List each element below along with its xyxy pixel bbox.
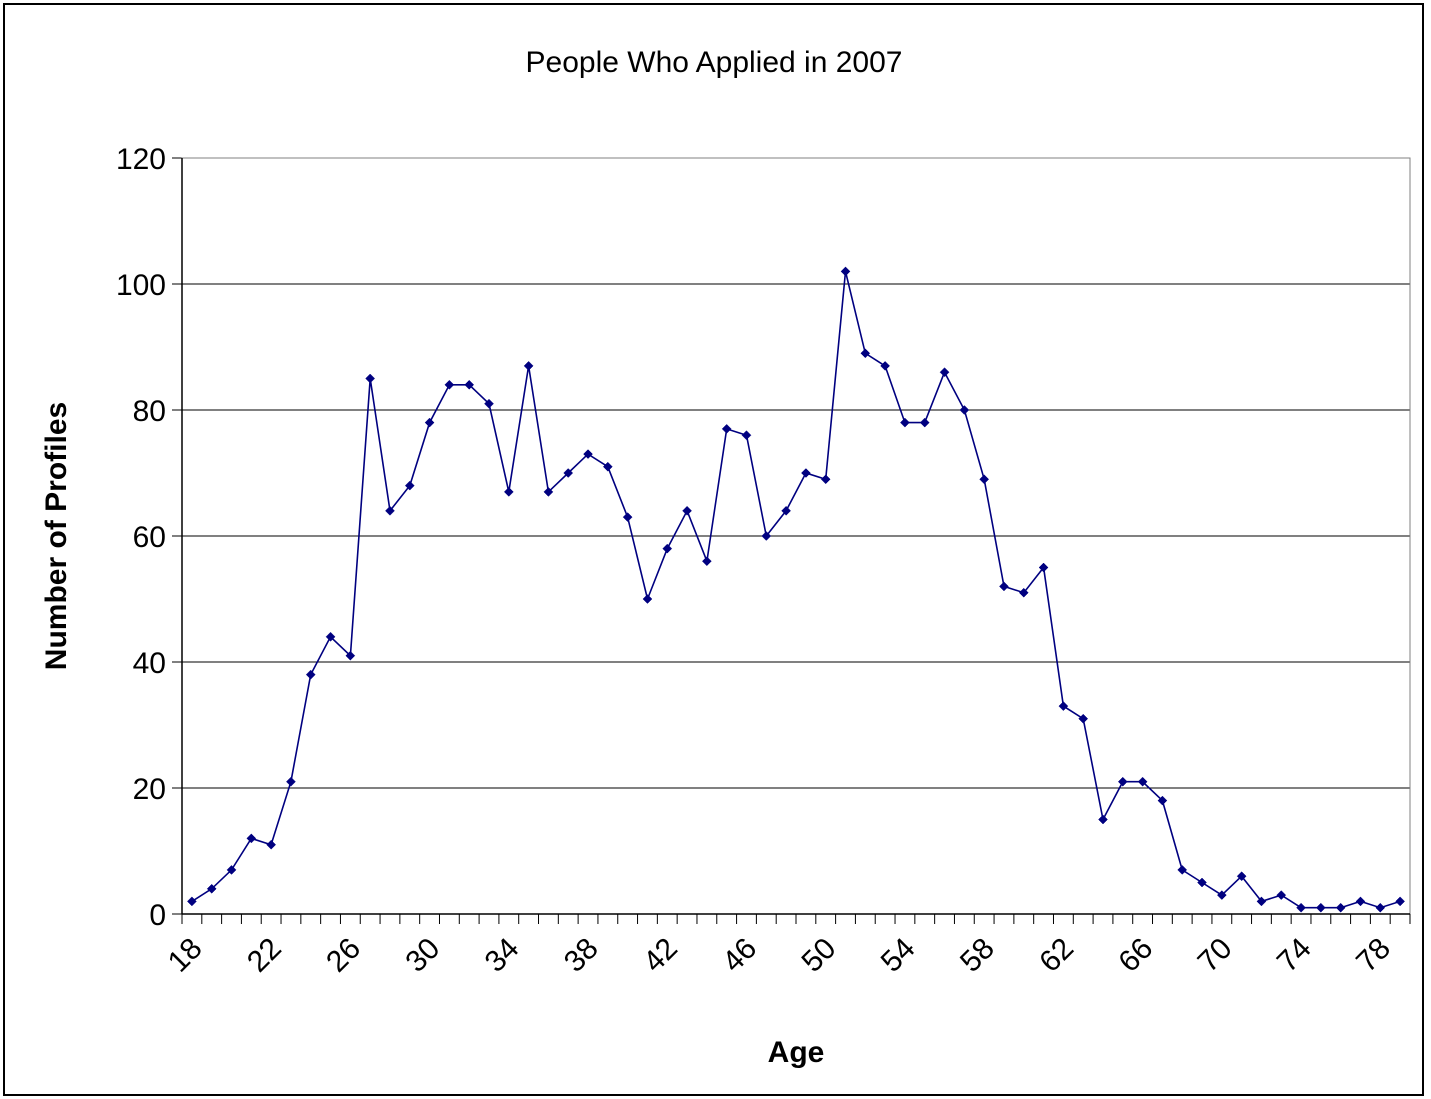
y-tick-label: 100 [116, 269, 166, 302]
data-point [1355, 896, 1366, 907]
data-point [484, 398, 494, 409]
data-point [939, 367, 950, 378]
data-point [860, 348, 871, 359]
data-point [563, 468, 574, 478]
series-layer [187, 266, 1405, 913]
data-point [919, 417, 930, 428]
y-tick-label: 60 [133, 521, 166, 554]
data-point [702, 556, 712, 567]
data-point [1375, 902, 1386, 913]
y-tick-label: 20 [133, 773, 166, 806]
data-point [880, 361, 890, 371]
data-point [1177, 865, 1188, 875]
data-point [226, 865, 237, 875]
data-point [583, 449, 593, 459]
chart-title: People Who Applied in 2007 [526, 46, 903, 79]
y-axis-label: Number of Profiles [40, 402, 73, 670]
data-point [404, 480, 415, 491]
data-point [543, 487, 554, 497]
data-point [1216, 890, 1227, 900]
data-point [345, 650, 356, 661]
data-point [266, 839, 276, 850]
data-point [820, 474, 831, 485]
data-point [622, 512, 633, 522]
data-point [741, 430, 752, 441]
data-point [1197, 877, 1207, 888]
data-point [781, 505, 791, 516]
data-point [761, 531, 772, 541]
data-point [801, 468, 811, 478]
y-tick-label: 0 [149, 899, 166, 932]
data-point [464, 379, 475, 390]
data-point [1058, 701, 1069, 711]
data-point [305, 669, 316, 680]
data-point [1137, 776, 1148, 787]
data-point [900, 417, 910, 428]
data-point [642, 594, 653, 604]
data-point [959, 405, 970, 415]
data-point [1335, 902, 1346, 913]
data-point [999, 581, 1009, 592]
data-point [682, 505, 692, 516]
data-point [1296, 902, 1306, 913]
data-point [840, 266, 851, 277]
data-point [286, 776, 296, 787]
data-point [187, 896, 197, 907]
series-line [191, 271, 1401, 909]
chart-border [3, 3, 1424, 1096]
data-point [602, 461, 613, 472]
data-point [721, 424, 732, 434]
data-point [1117, 776, 1128, 787]
data-point [1038, 562, 1049, 573]
data-point [365, 373, 376, 384]
data-point [444, 379, 455, 390]
x-axis-label: Age [768, 1036, 825, 1069]
data-point [206, 883, 217, 894]
y-tick-label: 80 [133, 395, 166, 428]
data-point [662, 543, 673, 554]
data-point [246, 833, 257, 844]
data-point [1395, 896, 1405, 907]
data-point [523, 361, 534, 371]
y-tick-labels: 0 20 40 60 80 100 120 [116, 143, 166, 932]
data-point [1256, 896, 1267, 907]
data-point [424, 417, 435, 428]
y-tick-label: 40 [133, 647, 166, 680]
data-point [1078, 713, 1089, 724]
y-tick-label: 120 [116, 143, 166, 176]
axes [181, 158, 1411, 924]
data-point [1018, 587, 1029, 598]
data-point [325, 631, 336, 642]
data-point [1157, 795, 1168, 806]
data-point [1276, 890, 1287, 900]
data-point [385, 505, 395, 516]
data-point [979, 474, 990, 485]
data-point [1316, 902, 1326, 913]
data-point [503, 487, 514, 497]
data-point [1236, 871, 1247, 882]
data-point [1098, 814, 1108, 825]
